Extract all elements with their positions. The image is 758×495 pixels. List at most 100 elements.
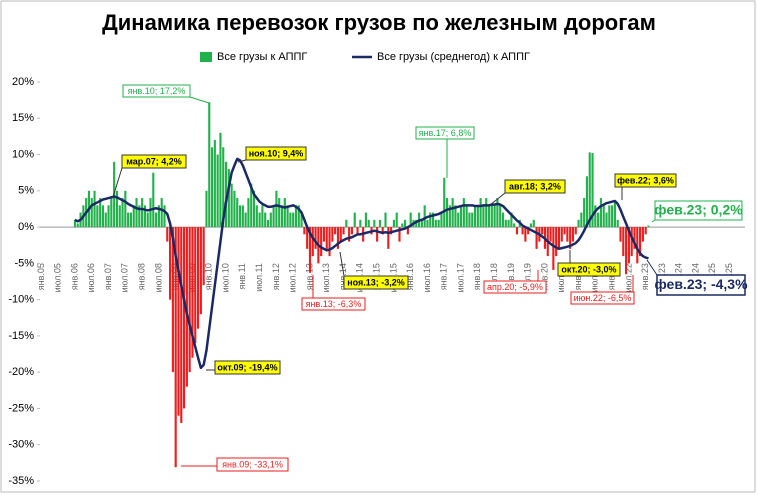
bar bbox=[250, 183, 253, 228]
x-tick-label: янв.17 bbox=[439, 263, 449, 290]
bar bbox=[571, 227, 575, 242]
bar bbox=[423, 205, 426, 228]
bar bbox=[185, 227, 188, 387]
bar bbox=[339, 227, 342, 242]
bar bbox=[630, 227, 633, 257]
bar bbox=[244, 212, 247, 228]
bar bbox=[155, 212, 158, 228]
bar bbox=[348, 227, 351, 242]
bar bbox=[627, 227, 630, 264]
bar bbox=[504, 219, 507, 228]
x-tick-label: июл.13 bbox=[321, 263, 331, 292]
y-tick-label: 15% bbox=[12, 112, 34, 124]
annotation-box bbox=[654, 200, 743, 221]
annotation: фев.23; 0,2% bbox=[654, 202, 743, 218]
bar bbox=[157, 205, 160, 228]
bar bbox=[297, 205, 300, 228]
x-tick-label: янв.22 bbox=[606, 263, 616, 290]
annotation: мар.07; 4,2% bbox=[126, 156, 182, 166]
annotation-leader bbox=[339, 251, 345, 277]
bar bbox=[611, 205, 614, 228]
bar bbox=[476, 205, 479, 228]
bar bbox=[583, 198, 586, 228]
x-tick-label: янв.20 bbox=[539, 263, 549, 290]
bar bbox=[197, 227, 200, 329]
x-tick-label: июл.05 bbox=[53, 263, 63, 292]
bar bbox=[406, 227, 409, 235]
bar bbox=[258, 212, 261, 228]
bar bbox=[381, 227, 384, 235]
bar bbox=[289, 212, 292, 228]
annotation: янв.09; -33,1% bbox=[222, 459, 283, 469]
annotation-box bbox=[656, 274, 746, 296]
bar bbox=[457, 212, 460, 228]
bar bbox=[216, 154, 219, 228]
bar bbox=[521, 227, 524, 235]
bar bbox=[224, 161, 228, 228]
annotation-leader bbox=[646, 259, 658, 276]
bar bbox=[401, 223, 404, 228]
bar bbox=[292, 212, 295, 228]
annotation-leader bbox=[237, 159, 247, 163]
bar bbox=[404, 219, 407, 228]
bar bbox=[585, 176, 588, 228]
bar bbox=[527, 227, 530, 235]
x-tick-label: июл.22 bbox=[623, 263, 633, 292]
bar bbox=[535, 227, 538, 249]
bar bbox=[183, 227, 186, 409]
annotation: июн.22; -6,5% bbox=[574, 293, 632, 303]
bar bbox=[191, 227, 194, 358]
bar bbox=[283, 198, 286, 228]
bar bbox=[557, 227, 561, 249]
bar bbox=[364, 212, 367, 228]
x-tick-label: янв.14 bbox=[338, 263, 348, 290]
bar bbox=[311, 227, 314, 257]
bar bbox=[121, 198, 124, 228]
bar bbox=[222, 147, 225, 228]
bar bbox=[233, 190, 236, 228]
annotation-box bbox=[214, 360, 281, 375]
bar bbox=[227, 169, 230, 228]
bar bbox=[280, 205, 284, 228]
bar bbox=[398, 227, 401, 242]
annotation: ноя.10; 9,4% bbox=[249, 148, 304, 158]
bar bbox=[90, 198, 93, 228]
bar bbox=[160, 198, 163, 228]
bar bbox=[501, 212, 505, 228]
bar bbox=[127, 212, 130, 228]
bar bbox=[619, 227, 622, 242]
bar bbox=[384, 212, 387, 228]
bar bbox=[300, 212, 303, 228]
bar bbox=[524, 227, 527, 242]
bar bbox=[101, 205, 105, 228]
bar bbox=[238, 205, 242, 228]
bar bbox=[107, 205, 110, 228]
annotation-box bbox=[570, 291, 635, 305]
bar bbox=[272, 205, 275, 228]
bar bbox=[409, 212, 412, 228]
bar bbox=[532, 219, 535, 228]
bar bbox=[479, 198, 482, 228]
bar bbox=[633, 227, 636, 249]
bar bbox=[353, 212, 356, 228]
annotation: апр.20; -5,9% bbox=[487, 282, 543, 292]
bar bbox=[616, 219, 619, 228]
annotation-box bbox=[415, 126, 475, 140]
bar bbox=[468, 212, 471, 228]
bar bbox=[378, 219, 381, 228]
bar bbox=[230, 183, 233, 228]
bar bbox=[608, 205, 611, 228]
bar bbox=[303, 227, 306, 235]
bar bbox=[437, 219, 440, 228]
x-tick-label: янв.11 bbox=[237, 263, 247, 289]
bar bbox=[275, 190, 278, 228]
y-tick-label: 5% bbox=[18, 185, 34, 197]
bar bbox=[462, 198, 465, 228]
y-tick-label: -35% bbox=[8, 475, 34, 487]
bar bbox=[529, 223, 533, 228]
bar bbox=[415, 219, 418, 228]
bar bbox=[180, 227, 183, 423]
x-tick-label: июл.12 bbox=[288, 263, 298, 292]
annotation-box bbox=[245, 146, 307, 161]
